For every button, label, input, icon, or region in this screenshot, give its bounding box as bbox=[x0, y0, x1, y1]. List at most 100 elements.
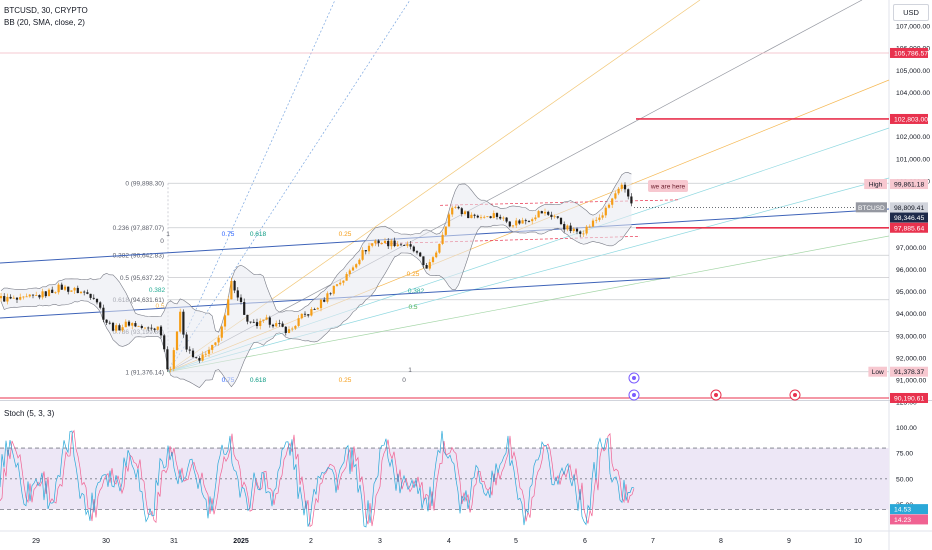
candle-body bbox=[19, 296, 22, 300]
candle-body bbox=[73, 287, 76, 291]
candle-body bbox=[35, 295, 38, 296]
time-tick-label: 6 bbox=[583, 538, 587, 545]
price-label-text: 90,190.61 bbox=[894, 395, 924, 402]
price-label-bg bbox=[890, 222, 928, 233]
candle-body bbox=[598, 217, 601, 220]
stoch-value-text: 14.23 bbox=[894, 517, 911, 524]
candle-body bbox=[124, 321, 127, 328]
fan-level-label: 0.618 bbox=[250, 231, 267, 238]
indicator-title[interactable]: BB (20, SMA, close, 2) bbox=[4, 18, 85, 27]
fan-ray[interactable] bbox=[167, 0, 411, 372]
currency-button[interactable]: USD bbox=[893, 4, 929, 21]
candle-body bbox=[435, 252, 438, 258]
candle-body bbox=[137, 325, 140, 327]
candle-body bbox=[313, 309, 316, 310]
candle-body bbox=[473, 214, 476, 216]
stoch-title[interactable]: Stoch (5, 3, 3) bbox=[4, 409, 55, 418]
fan-ray[interactable] bbox=[167, 127, 890, 373]
candle-body bbox=[268, 317, 271, 325]
price-tick-label: 96,000.00 bbox=[896, 267, 926, 274]
price-label-text: 105,786.57 bbox=[894, 50, 928, 57]
candle-body bbox=[361, 250, 364, 260]
candle-body bbox=[505, 217, 508, 222]
candle-body bbox=[284, 326, 287, 333]
candle-body bbox=[489, 216, 492, 219]
candle-body bbox=[150, 327, 153, 329]
candle-body bbox=[339, 282, 342, 285]
stoch-tick-label: 50.00 bbox=[896, 476, 913, 483]
candle-body bbox=[556, 216, 559, 218]
candle-body bbox=[623, 184, 627, 190]
price-label-bg bbox=[890, 212, 928, 223]
candle-body bbox=[3, 296, 6, 302]
candle-body bbox=[25, 296, 28, 298]
candle-body bbox=[179, 311, 182, 332]
candle-body bbox=[102, 307, 105, 320]
time-axis[interactable]: 29 30 31 2025 2 3 4 5 6 7 8 9 10 bbox=[32, 538, 862, 545]
candle-body bbox=[233, 280, 236, 291]
candle-body bbox=[575, 228, 579, 232]
candle-body bbox=[28, 294, 31, 297]
candle-body bbox=[9, 296, 12, 299]
candle-body bbox=[169, 368, 172, 370]
candle-body bbox=[470, 214, 473, 219]
price-tick-label: 102,000.00 bbox=[896, 134, 930, 141]
fan-level-label: 0.75 bbox=[222, 231, 235, 238]
candle-body bbox=[99, 302, 102, 308]
fan-level-label: 1 bbox=[166, 231, 170, 238]
candle-body bbox=[406, 244, 409, 246]
candle-body bbox=[307, 314, 310, 316]
candle-body bbox=[201, 354, 204, 361]
time-tick-label: 29 bbox=[32, 538, 40, 545]
annotation-box[interactable] bbox=[648, 180, 688, 192]
candle-body bbox=[521, 220, 524, 224]
candle-body bbox=[31, 294, 35, 296]
candle-body bbox=[425, 265, 428, 269]
bb-fill bbox=[1, 172, 632, 388]
candle-body bbox=[95, 298, 99, 303]
price-label-bg bbox=[890, 392, 928, 403]
candle-body bbox=[527, 221, 531, 222]
price-label-text: 102,803.00 bbox=[894, 116, 928, 123]
price-tag-bg bbox=[864, 179, 887, 190]
price-tick-label: 107,000.00 bbox=[896, 24, 930, 31]
time-tick-label: 2025 bbox=[233, 538, 249, 545]
candle-body bbox=[419, 252, 422, 257]
candle-body bbox=[511, 225, 515, 227]
candle-body bbox=[303, 313, 307, 315]
fan-ray[interactable] bbox=[167, 0, 863, 373]
candle-body bbox=[140, 325, 143, 328]
candle-body bbox=[67, 286, 70, 292]
symbol-title[interactable]: BTCUSD, 30, CRYPTO bbox=[4, 6, 88, 15]
candle-body bbox=[252, 321, 255, 323]
candle-body bbox=[335, 284, 339, 286]
candle-body bbox=[22, 296, 25, 298]
fan-ray[interactable] bbox=[167, 177, 890, 373]
stoch-value-bg bbox=[890, 504, 928, 515]
candle-body bbox=[41, 291, 44, 298]
candle-body bbox=[310, 309, 313, 316]
candle-body bbox=[390, 240, 393, 247]
price-axis[interactable]: 91,000.00 92,000.00 93,000.00 94,000.00 95,0… bbox=[855, 24, 930, 525]
candle-body bbox=[243, 302, 246, 315]
candle-body bbox=[220, 326, 223, 338]
candle-body bbox=[115, 325, 118, 331]
fan-ray[interactable] bbox=[167, 235, 890, 373]
candle-body bbox=[451, 207, 454, 215]
price-tag-text: Low bbox=[872, 369, 884, 376]
candle-body bbox=[195, 357, 198, 359]
price-tick-label: 95,000.00 bbox=[896, 289, 926, 296]
candle-body bbox=[454, 206, 457, 208]
candle-body bbox=[287, 329, 291, 333]
candle-body bbox=[134, 323, 137, 327]
time-tick-label: 3 bbox=[378, 538, 382, 545]
event-marker-dot bbox=[714, 393, 718, 397]
price-tick-label: 105,000.00 bbox=[896, 68, 930, 75]
candle-body bbox=[499, 216, 502, 219]
price-tag-bg bbox=[855, 202, 887, 213]
fan-level-label: 0.25 bbox=[407, 271, 420, 278]
candle-body bbox=[291, 328, 294, 330]
candle-body bbox=[127, 321, 131, 326]
event-markers[interactable] bbox=[628, 372, 801, 401]
